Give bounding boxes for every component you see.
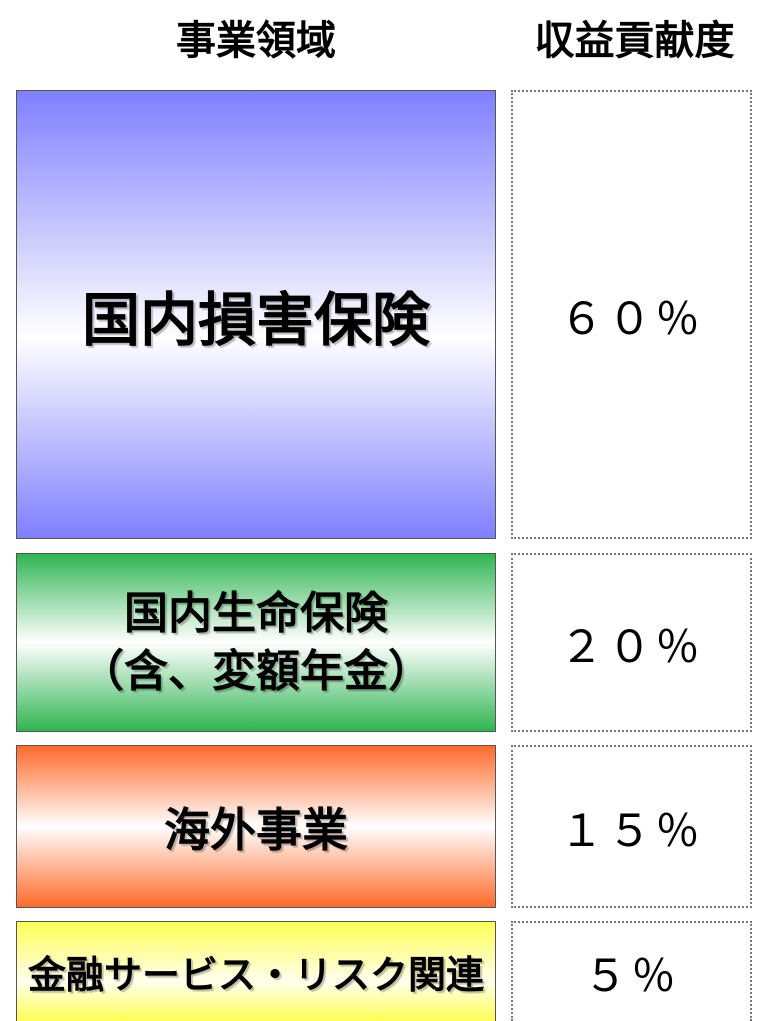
segment-label: 金融サービス・リスク関連 [27, 953, 484, 997]
segment-box: 国内損害保険 [16, 90, 496, 539]
segment-box: 金融サービス・リスク関連 [16, 921, 496, 1021]
segment-label: 海外事業 [164, 802, 348, 857]
contribution-value: ２０％ [559, 621, 704, 673]
segment-label: 国内生命保険 [124, 588, 388, 640]
contribution-cell: ２０％ [511, 553, 752, 732]
contribution-cell: ６０％ [511, 90, 752, 539]
contribution-cell: ５％ [511, 921, 752, 1021]
contribution-header: 収益貢献度 [534, 18, 735, 64]
contribution-value: １５％ [559, 805, 704, 857]
segment-label: （含、変額年金） [80, 645, 432, 697]
contribution-cell: １５％ [511, 745, 752, 908]
contribution-value: ６０％ [559, 293, 704, 345]
segment-box: 国内生命保険 （含、変額年金） [16, 553, 496, 732]
segment-label: 国内損害保険 [81, 285, 430, 354]
segment-box: 海外事業 [16, 745, 496, 908]
contribution-value: ５％ [583, 951, 680, 1002]
segment-header: 事業領域 [176, 18, 336, 64]
